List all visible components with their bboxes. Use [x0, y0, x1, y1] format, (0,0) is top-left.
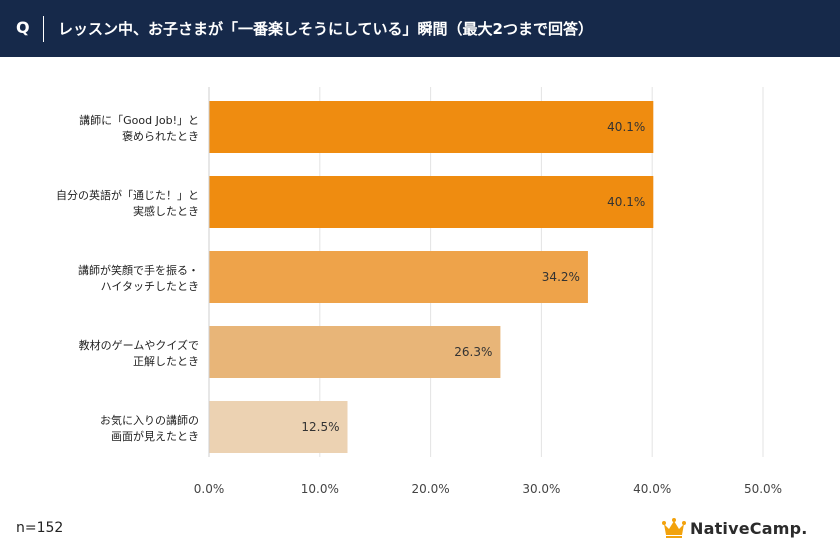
- x-tick-label: 10.0%: [301, 482, 339, 496]
- x-tick-label: 40.0%: [633, 482, 671, 496]
- header-bar: Q レッスン中、お子さまが「一番楽しそうにしている」瞬間（最大2つまで回答）: [0, 0, 840, 57]
- category-label: 講師に「Good Job!」と: [79, 113, 199, 127]
- category-label: ハイタッチしたとき: [101, 280, 199, 293]
- bar-value-label: 40.1%: [607, 195, 645, 209]
- bar-chart: 0.0% 10.0% 20.0% 30.0% 40.0% 50.0% 40.1% 講師に「Go…: [56, 87, 782, 496]
- bar-value-label: 34.2%: [542, 270, 580, 284]
- category-label: 講師が笑顔で手を振る・: [78, 263, 199, 277]
- category-label: 褒められたとき: [122, 129, 199, 143]
- question-label: Q: [16, 18, 30, 37]
- sample-size-note: n=152: [16, 520, 64, 536]
- category-label: 画面が見えたとき: [111, 429, 199, 443]
- category-label: 自分の英語が「通じた！」と: [56, 188, 199, 202]
- bar: [209, 101, 654, 153]
- category-label: 正解したとき: [133, 354, 199, 368]
- bar-value-label: 26.3%: [454, 345, 492, 359]
- bar: [209, 176, 654, 228]
- brand-logo: NativeCamp.: [662, 515, 808, 541]
- category-label: お気に入りの講師の: [100, 413, 199, 427]
- x-tick-label: 50.0%: [744, 482, 782, 496]
- brand-name: NativeCamp.: [690, 518, 808, 538]
- bar: [209, 401, 348, 453]
- bar: [209, 251, 588, 303]
- category-label: 教材のゲームやクイズで: [79, 338, 199, 352]
- question-title: レッスン中、お子さまが「一番楽しそうにしている」瞬間（最大2つまで回答）: [58, 20, 593, 38]
- header-divider: [43, 16, 44, 42]
- bar-value-label: 12.5%: [301, 420, 339, 434]
- bar: [209, 326, 501, 378]
- x-tick-label: 20.0%: [412, 482, 450, 496]
- x-tick-label: 0.0%: [194, 482, 225, 496]
- crown-icon: [662, 518, 686, 538]
- x-tick-label: 30.0%: [522, 482, 560, 496]
- category-label: 実感したとき: [133, 204, 199, 218]
- bar-value-label: 40.1%: [607, 120, 645, 134]
